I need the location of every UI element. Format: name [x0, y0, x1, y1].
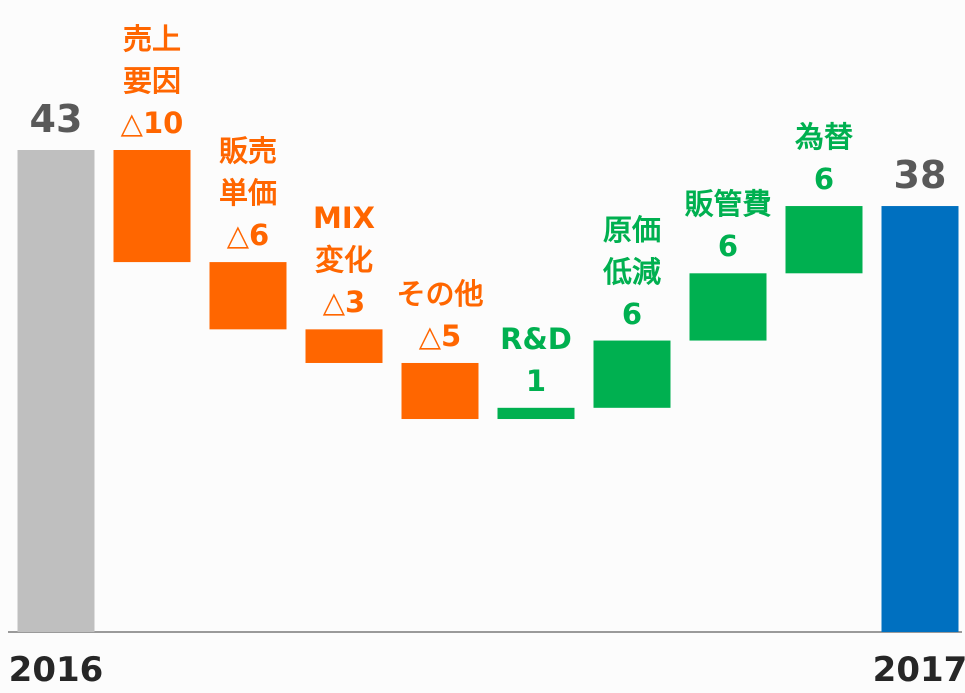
category-label: 2017 [872, 650, 965, 690]
bar [17, 150, 95, 632]
category-label: その他 [396, 276, 484, 311]
label-group: R&D 1 [446, 318, 626, 402]
bar [497, 407, 575, 420]
bar [785, 206, 863, 274]
bar [113, 150, 191, 263]
value-label: 1 [525, 363, 547, 398]
label-group: MIX 変化 △3 [254, 197, 434, 323]
label-group: 為替 6 [734, 116, 914, 200]
value-label: 6 [717, 229, 739, 264]
category-label: 売上 要因 [122, 22, 181, 98]
category-label: MIX 変化 [312, 201, 375, 278]
bar [593, 340, 671, 408]
value-label: △6 [226, 218, 270, 253]
value-label: △10 [120, 106, 184, 140]
value-label: 43 [29, 97, 83, 141]
category-label: 為替 [794, 120, 853, 155]
label-group: 原価 低減 6 [542, 209, 722, 335]
label-group: その他 △5 [350, 273, 530, 357]
value-label: △3 [322, 285, 366, 320]
category-label: R&D [500, 321, 572, 356]
category-label: 販管費 [684, 187, 772, 222]
value-label: 38 [893, 153, 947, 198]
bar [209, 262, 287, 330]
bar [881, 206, 959, 632]
category-label: 原価 低減 [602, 212, 661, 289]
value-label: 6 [813, 162, 835, 197]
label-group: 売上 要因 △10 [62, 18, 242, 144]
bar [305, 329, 383, 363]
label-group: 販売 単価 △6 [158, 130, 338, 256]
category-label: 販売 単価 [218, 134, 277, 211]
value-label: △5 [418, 318, 462, 353]
bar [401, 362, 479, 420]
category-label: 2016 [8, 650, 104, 690]
value-label: 6 [621, 296, 643, 331]
label-group: 販管費 6 [638, 183, 818, 267]
bar [689, 273, 767, 341]
